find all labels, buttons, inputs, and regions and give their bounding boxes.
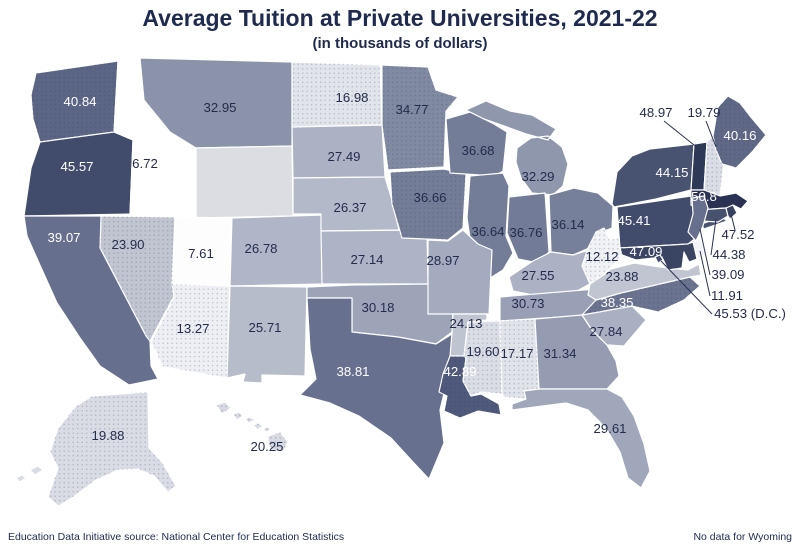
state-label-kansas: 27.14 (350, 252, 383, 267)
state-label-colorado: 26.78 (244, 241, 277, 256)
state-label-massachusetts: 50.8 (691, 189, 717, 204)
state-label-arkansas: 24.13 (449, 316, 482, 331)
state-new-mexico[interactable] (226, 285, 308, 384)
state-label-california: 39.07 (47, 230, 80, 245)
callout-label-rhode-island: 47.52 (721, 227, 754, 242)
state-label-west-virginia: 12.12 (585, 249, 618, 264)
callout-label-new-jersey: 39.09 (711, 267, 744, 282)
state-label-montana: 32.95 (203, 100, 236, 115)
page-title: Average Tuition at Private Universities,… (142, 5, 657, 31)
state-label-wisconsin: 36.68 (461, 143, 494, 158)
states-layer (15, 57, 767, 507)
state-label-michigan: 32.29 (521, 169, 554, 184)
state-label-oklahoma: 30.18 (361, 300, 394, 315)
state-label-ohio: 36.14 (551, 217, 584, 232)
callout-lines-layer (660, 120, 736, 315)
state-label-washington: 40.84 (63, 94, 96, 109)
callout-label-connecticut: 44.38 (712, 247, 745, 262)
state-label-new-mexico: 25.71 (248, 320, 281, 335)
callout-label-dc: 45.53 (D.C.) (714, 306, 786, 321)
callout-labels-layer: 48.97 19.79 47.52 44.38 39.09 11.91 45.5… (639, 105, 785, 321)
page-subtitle: (in thousands of dollars) (313, 35, 488, 52)
state-michigan[interactable] (465, 100, 569, 196)
state-label-georgia: 31.34 (543, 346, 576, 361)
state-label-north-dakota: 16.98 (335, 90, 368, 105)
delaware-leader-line (699, 250, 711, 297)
state-label-maine: 40.16 (723, 128, 756, 143)
state-label-tennessee: 30.73 (511, 296, 544, 311)
state-new-jersey[interactable] (687, 195, 709, 242)
state-alaska[interactable] (15, 391, 177, 507)
state-label-florida: 29.61 (593, 421, 626, 436)
vermont-leader-line (663, 120, 700, 150)
state-label-minnesota: 34.77 (395, 102, 428, 117)
state-label-alaska: 19.88 (91, 428, 124, 443)
state-label-nevada: 23.90 (111, 237, 144, 252)
rhode-island-leader-line (730, 213, 736, 231)
state-label-pennsylvania: 45.41 (617, 213, 650, 228)
state-label-texas: 38.81 (336, 364, 369, 379)
state-minnesota[interactable] (381, 64, 459, 171)
callout-label-delaware: 11.91 (711, 288, 743, 303)
state-wyoming[interactable] (195, 145, 294, 219)
source-credit: Education Data Initiative source: Nation… (8, 531, 344, 543)
state-label-idaho: 6.72 (132, 156, 158, 171)
state-label-nebraska: 26.37 (333, 200, 366, 215)
state-label-louisiana: 42.89 (443, 364, 476, 379)
state-label-arizona: 13.27 (176, 321, 209, 336)
state-labels-layer: 40.84 45.57 6.72 39.07 23.90 7.61 13.27 … (47, 90, 756, 454)
state-label-north-carolina: 38.35 (600, 295, 633, 310)
dc-leader-line (660, 260, 713, 315)
state-label-new-york: 44.15 (655, 165, 688, 180)
callout-label-new-hampshire: 19.79 (687, 105, 720, 120)
state-label-maryland: 47.09 (629, 244, 662, 259)
state-label-kentucky: 27.55 (521, 268, 554, 283)
state-texas[interactable] (299, 297, 456, 480)
state-rhode-island[interactable] (725, 204, 738, 220)
state-label-hawaii: 20.25 (250, 439, 283, 454)
state-florida[interactable] (511, 388, 651, 489)
no-data-note: No data for Wyoming (693, 531, 792, 543)
new-hampshire-leader-line (705, 120, 717, 148)
connecticut-leader-line (710, 218, 717, 256)
state-label-south-carolina: 27.84 (589, 324, 622, 339)
state-label-illinois: 36.64 (471, 224, 504, 239)
state-label-utah: 7.61 (188, 246, 214, 261)
state-oregon[interactable] (23, 131, 134, 217)
state-label-missouri: 28.97 (426, 253, 459, 268)
state-label-mississippi: 19.60 (466, 344, 499, 359)
state-label-alabama: 17.17 (500, 346, 533, 361)
callout-label-vermont: 48.97 (639, 105, 672, 120)
state-label-indiana: 36.76 (509, 225, 542, 240)
state-label-iowa: 36.66 (413, 190, 446, 205)
new-jersey-leader-line (699, 228, 711, 276)
state-label-south-dakota: 27.49 (327, 149, 360, 164)
state-label-virginia: 23.88 (605, 269, 638, 284)
state-label-oregon: 45.57 (60, 159, 93, 174)
